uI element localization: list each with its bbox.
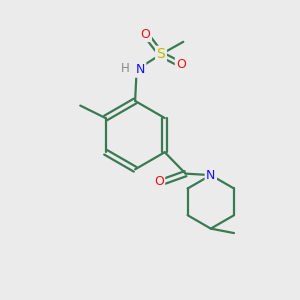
Text: H: H (121, 62, 130, 75)
Text: N: N (136, 63, 145, 76)
Text: O: O (176, 58, 186, 71)
Text: O: O (154, 176, 164, 188)
Text: O: O (141, 28, 151, 40)
Text: S: S (157, 47, 165, 61)
Text: N: N (206, 169, 215, 182)
